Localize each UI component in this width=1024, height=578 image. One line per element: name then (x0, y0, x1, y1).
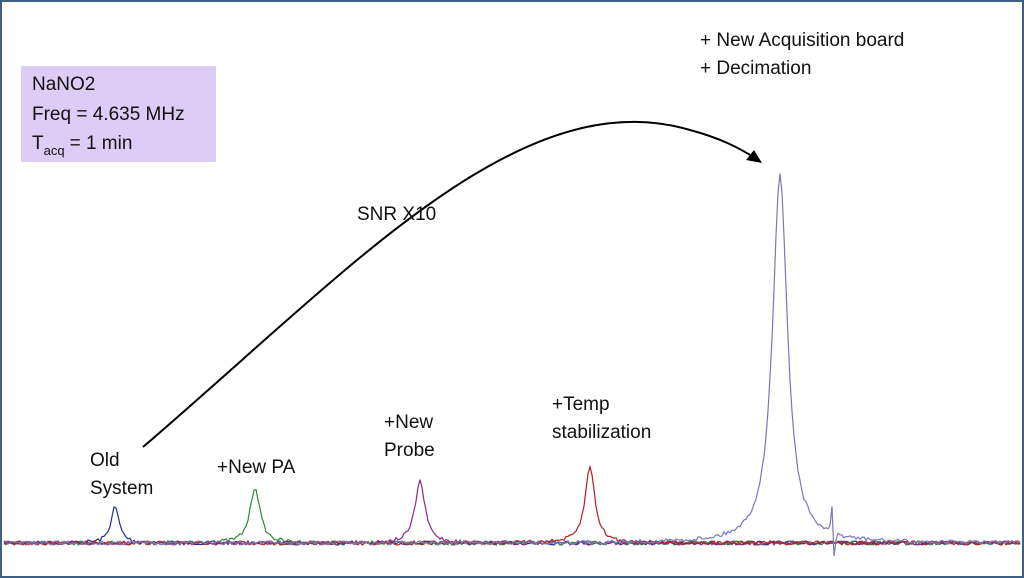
spectrum (3, 173, 1021, 557)
info-tacq: Tacq = 1 min (32, 133, 132, 158)
arrow-label: SNR X10 (357, 204, 436, 225)
info-freq: Freq = 4.635 MHz (32, 104, 185, 125)
label: +New PA (217, 457, 296, 478)
arrow (142, 120, 759, 448)
upgrade: + New Acquisition board (700, 30, 904, 51)
arrow-head (746, 150, 762, 163)
label: stabilization (552, 422, 651, 443)
spectra (3, 173, 1021, 557)
label: Probe (384, 440, 435, 461)
info-box (21, 66, 216, 162)
tacq-symbol: T (32, 133, 44, 154)
upgrade: + Decimation (700, 58, 811, 79)
info-name: NaNO2 (32, 74, 95, 95)
label: System (90, 478, 153, 499)
tacq-sub: acq (44, 143, 65, 158)
label: +New (384, 412, 433, 433)
label: +Temp (552, 394, 610, 415)
tacq-value: = 1 min (70, 133, 133, 154)
label: Old (90, 450, 120, 471)
